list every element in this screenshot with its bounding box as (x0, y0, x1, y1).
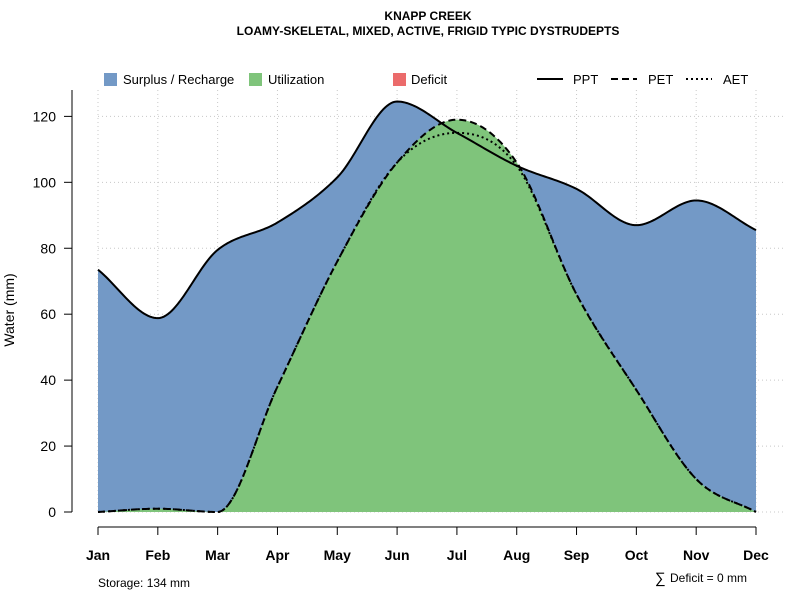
x-tick-label: Oct (625, 547, 649, 563)
y-tick-label: 80 (40, 240, 56, 256)
x-tick-label: Jan (86, 547, 110, 563)
y-tick-label: 100 (33, 174, 57, 190)
x-tick-label: Jul (447, 547, 467, 563)
deficit-note: Deficit = 0 mm (670, 571, 747, 585)
legend-label-pet: PET (648, 72, 673, 87)
y-tick-label: 120 (33, 108, 57, 124)
x-tick-label: Aug (503, 547, 530, 563)
x-tick-label: Sep (564, 547, 590, 563)
legend: Surplus / Recharge Utilization Deficit P… (104, 72, 748, 87)
legend-swatch-surplus (104, 73, 117, 86)
legend-label-surplus: Surplus / Recharge (123, 72, 234, 87)
deficit-sum-symbol: ∑ (655, 570, 666, 587)
x-tick-label: Dec (743, 547, 769, 563)
legend-label-aet: AET (723, 72, 748, 87)
x-tick-label: Apr (265, 547, 290, 563)
y-tick-label: 60 (40, 306, 56, 322)
axes: 0 20 40 60 80 100 120 Jan Feb Mar Apr May Jun Jul Aug S… (33, 90, 769, 563)
series-lines (97, 100, 757, 514)
legend-label-utilization: Utilization (268, 72, 324, 87)
chart-title: KNAPP CREEK (384, 9, 471, 23)
ppt-line (97, 100, 757, 320)
legend-label-deficit: Deficit (411, 72, 448, 87)
y-tick-label: 0 (48, 504, 56, 520)
x-tick-label: Feb (145, 547, 170, 563)
y-tick-label: 20 (40, 438, 56, 454)
y-axis-label: Water (mm) (1, 273, 17, 346)
legend-label-ppt: PPT (573, 72, 598, 87)
legend-swatch-deficit (393, 73, 406, 86)
x-tick-label: May (324, 547, 351, 563)
chart-subtitle: LOAMY-SKELETAL, MIXED, ACTIVE, FRIGID TY… (237, 24, 620, 38)
legend-swatch-utilization (249, 73, 262, 86)
x-tick-label: Mar (205, 547, 230, 563)
area-fills (98, 101, 756, 513)
x-tick-label: Nov (683, 547, 710, 563)
storage-note: Storage: 134 mm (98, 576, 190, 590)
x-tick-label: Jun (385, 547, 410, 563)
y-tick-label: 40 (40, 372, 56, 388)
utilization-area (98, 119, 756, 513)
